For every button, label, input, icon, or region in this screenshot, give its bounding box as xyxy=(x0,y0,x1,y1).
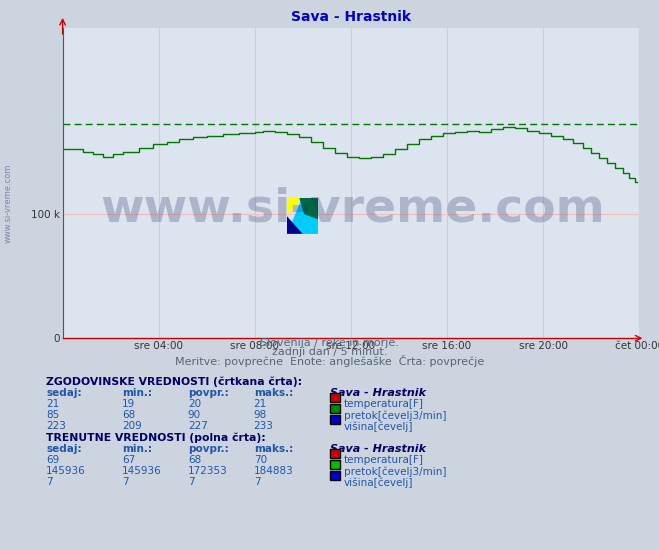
Text: pretok[čevelj3/min]: pretok[čevelj3/min] xyxy=(344,466,447,477)
Text: temperatura[F]: temperatura[F] xyxy=(344,399,424,409)
Title: Sava - Hrastnik: Sava - Hrastnik xyxy=(291,9,411,24)
Text: www.si-vreme.com: www.si-vreme.com xyxy=(3,164,13,243)
Text: povpr.:: povpr.: xyxy=(188,388,229,398)
Polygon shape xyxy=(287,216,302,234)
Text: 70: 70 xyxy=(254,455,267,465)
Text: temperatura[F]: temperatura[F] xyxy=(344,455,424,465)
Text: www.si-vreme.com: www.si-vreme.com xyxy=(100,186,605,232)
Text: sedaj:: sedaj: xyxy=(46,388,82,398)
Polygon shape xyxy=(287,198,318,234)
Text: Sava - Hrastnik: Sava - Hrastnik xyxy=(330,444,426,454)
Text: 69: 69 xyxy=(46,455,59,465)
Text: 90: 90 xyxy=(188,410,201,420)
Text: višina[čevelj]: višina[čevelj] xyxy=(344,421,413,432)
Text: višina[čevelj]: višina[čevelj] xyxy=(344,477,413,488)
Text: 21: 21 xyxy=(254,399,267,409)
Text: zadnji dan / 5 minut.: zadnji dan / 5 minut. xyxy=(272,347,387,358)
Text: 233: 233 xyxy=(254,421,273,431)
Polygon shape xyxy=(299,198,318,219)
Text: 20: 20 xyxy=(188,399,201,409)
Text: min.:: min.: xyxy=(122,388,152,398)
Text: 7: 7 xyxy=(188,477,194,487)
Text: 68: 68 xyxy=(122,410,135,420)
Text: 227: 227 xyxy=(188,421,208,431)
Text: 98: 98 xyxy=(254,410,267,420)
Polygon shape xyxy=(287,198,302,216)
Text: sedaj:: sedaj: xyxy=(46,444,82,454)
Text: povpr.:: povpr.: xyxy=(188,444,229,454)
Text: 67: 67 xyxy=(122,455,135,465)
Text: 7: 7 xyxy=(254,477,260,487)
Text: 172353: 172353 xyxy=(188,466,227,476)
Text: 85: 85 xyxy=(46,410,59,420)
Text: min.:: min.: xyxy=(122,444,152,454)
Text: Meritve: povprečne  Enote: anglešaške  Črta: povprečje: Meritve: povprečne Enote: anglešaške Črt… xyxy=(175,355,484,367)
Text: ZGODOVINSKE VREDNOSTI (črtkana črta):: ZGODOVINSKE VREDNOSTI (črtkana črta): xyxy=(46,377,302,387)
Text: 68: 68 xyxy=(188,455,201,465)
Text: 7: 7 xyxy=(46,477,53,487)
Text: maks.:: maks.: xyxy=(254,444,293,454)
Text: 7: 7 xyxy=(122,477,129,487)
Text: 184883: 184883 xyxy=(254,466,293,476)
Text: Sava - Hrastnik: Sava - Hrastnik xyxy=(330,388,426,398)
Text: 223: 223 xyxy=(46,421,66,431)
Text: 21: 21 xyxy=(46,399,59,409)
Text: 209: 209 xyxy=(122,421,142,431)
Text: maks.:: maks.: xyxy=(254,388,293,398)
Text: 145936: 145936 xyxy=(122,466,161,476)
Text: pretok[čevelj3/min]: pretok[čevelj3/min] xyxy=(344,410,447,421)
Text: TRENUTNE VREDNOSTI (polna črta):: TRENUTNE VREDNOSTI (polna črta): xyxy=(46,433,266,443)
Text: Slovenija / reke in morje.: Slovenija / reke in morje. xyxy=(260,338,399,349)
Text: 145936: 145936 xyxy=(46,466,86,476)
Text: 19: 19 xyxy=(122,399,135,409)
